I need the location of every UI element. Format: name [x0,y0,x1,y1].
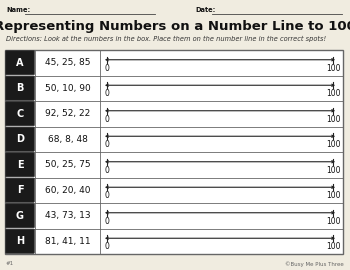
FancyBboxPatch shape [6,51,34,75]
Text: D: D [16,134,24,144]
Text: Name:: Name: [6,7,30,13]
FancyBboxPatch shape [6,76,34,100]
Text: 100: 100 [326,242,340,251]
Text: 0: 0 [105,242,110,251]
Text: 60, 20, 40: 60, 20, 40 [45,186,90,195]
Text: 68, 8, 48: 68, 8, 48 [48,135,88,144]
Text: E: E [17,160,23,170]
Text: C: C [16,109,24,119]
Text: Date:: Date: [195,7,215,13]
FancyBboxPatch shape [6,178,34,202]
Bar [5,50,343,254]
Text: 100: 100 [326,64,340,73]
Text: 0: 0 [105,140,110,149]
Text: B: B [16,83,24,93]
Text: 50, 25, 75: 50, 25, 75 [45,160,90,169]
Text: 100: 100 [326,115,340,124]
Text: F: F [17,185,23,195]
FancyBboxPatch shape [6,102,34,126]
Text: #1: #1 [6,261,14,266]
Text: 0: 0 [105,217,110,226]
Text: 100: 100 [326,89,340,98]
Text: 0: 0 [105,191,110,200]
Text: Directions: Look at the numbers in the box. Place them on the number line in the: Directions: Look at the numbers in the b… [6,36,326,42]
Text: Representing Numbers on a Number Line to 100: Representing Numbers on a Number Line to… [0,20,350,33]
Text: ©Busy Me Plus Three: ©Busy Me Plus Three [285,261,344,267]
FancyBboxPatch shape [6,204,34,228]
Text: 92, 52, 22: 92, 52, 22 [45,109,90,118]
Text: 0: 0 [105,166,110,175]
Text: 81, 41, 11: 81, 41, 11 [45,237,90,246]
FancyBboxPatch shape [6,229,34,253]
Text: 100: 100 [326,191,340,200]
Text: 45, 25, 85: 45, 25, 85 [45,58,90,67]
Text: 0: 0 [105,115,110,124]
Text: 100: 100 [326,217,340,226]
FancyBboxPatch shape [6,153,34,177]
Text: A: A [16,58,24,68]
FancyBboxPatch shape [6,127,34,151]
Text: G: G [16,211,24,221]
Text: 0: 0 [105,89,110,98]
Text: 100: 100 [326,140,340,149]
Text: 100: 100 [326,166,340,175]
Text: 0: 0 [105,64,110,73]
Text: 43, 73, 13: 43, 73, 13 [45,211,90,220]
Text: H: H [16,236,24,246]
Text: 50, 10, 90: 50, 10, 90 [45,84,90,93]
